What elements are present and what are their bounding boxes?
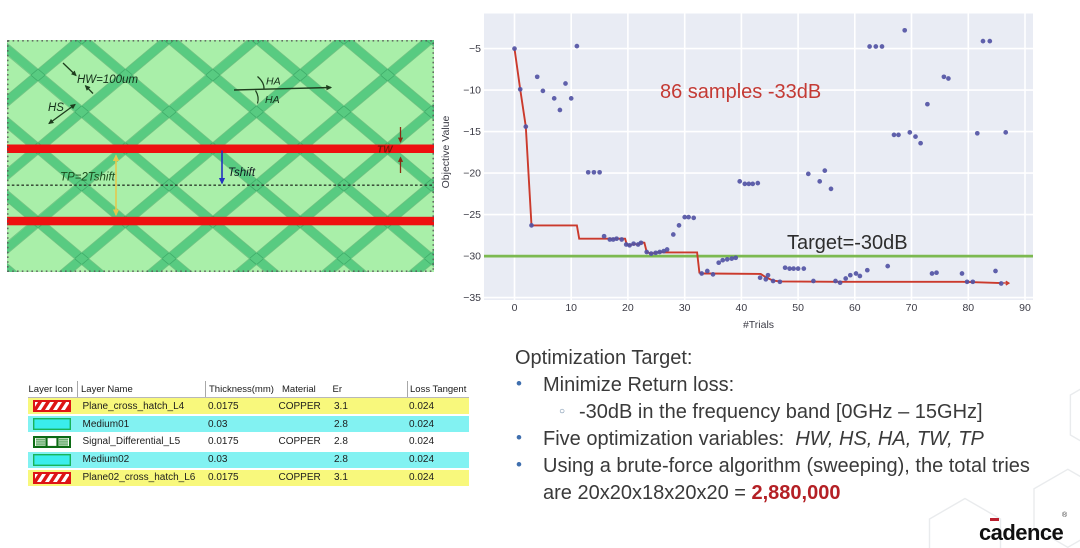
svg-text:−20: −20	[463, 168, 481, 180]
svg-text:−25: −25	[463, 209, 481, 221]
svg-text:0: 0	[512, 302, 518, 314]
svg-text:50: 50	[792, 302, 804, 314]
svg-text:Tshift: Tshift	[228, 167, 256, 179]
svg-text:90: 90	[1019, 302, 1031, 314]
svg-text:30: 30	[679, 302, 691, 314]
svg-text:40: 40	[736, 302, 748, 314]
svg-text:80: 80	[962, 302, 974, 314]
svg-text:10: 10	[565, 302, 577, 314]
svg-text:−30: −30	[463, 251, 481, 263]
svg-text:#Trials: #Trials	[743, 319, 774, 331]
svg-text:−15: −15	[463, 126, 481, 138]
svg-text:60: 60	[849, 302, 861, 314]
svg-text:86 samples -33dB: 86 samples -33dB	[660, 81, 821, 103]
svg-text:HS: HS	[48, 102, 64, 114]
svg-text:TP=2Tshift: TP=2Tshift	[60, 172, 116, 184]
svg-text:HA: HA	[265, 94, 280, 106]
svg-text:Objective Value: Objective Value	[440, 115, 452, 188]
svg-text:70: 70	[906, 302, 918, 314]
svg-text:HW=100um: HW=100um	[77, 74, 138, 86]
svg-text:−35: −35	[463, 292, 481, 304]
svg-text:Target=-30dB: Target=-30dB	[787, 232, 908, 254]
svg-text:TW: TW	[377, 145, 394, 156]
svg-text:HA: HA	[266, 76, 281, 88]
svg-text:−10: −10	[463, 85, 481, 97]
svg-text:−5: −5	[469, 43, 481, 55]
svg-text:20: 20	[622, 302, 634, 314]
